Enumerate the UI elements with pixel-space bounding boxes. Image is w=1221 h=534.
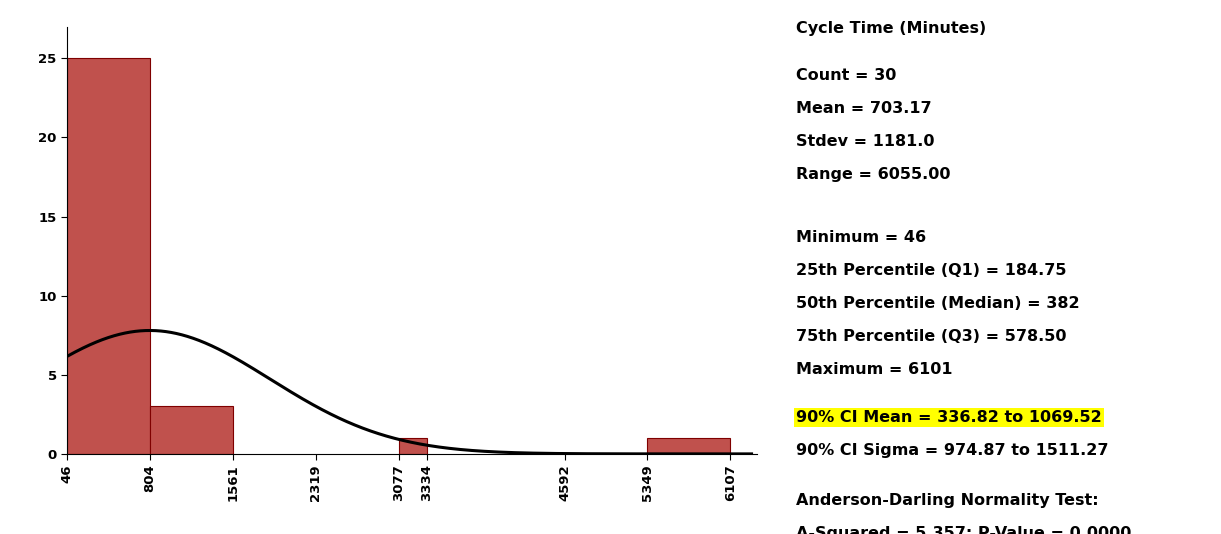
Bar bbox=[647, 438, 730, 454]
Text: Range = 6055.00: Range = 6055.00 bbox=[796, 167, 951, 182]
Text: 25th Percentile (Q1) = 184.75: 25th Percentile (Q1) = 184.75 bbox=[796, 263, 1067, 278]
Text: Mean = 703.17: Mean = 703.17 bbox=[796, 101, 932, 116]
Bar bbox=[67, 58, 150, 454]
Text: Cycle Time (Minutes): Cycle Time (Minutes) bbox=[796, 21, 987, 36]
Bar bbox=[399, 438, 427, 454]
Text: Anderson-Darling Normality Test:: Anderson-Darling Normality Test: bbox=[796, 492, 1099, 507]
Text: 50th Percentile (Median) = 382: 50th Percentile (Median) = 382 bbox=[796, 296, 1079, 311]
Text: Minimum = 46: Minimum = 46 bbox=[796, 230, 927, 245]
Text: 90% CI Sigma = 974.87 to 1511.27: 90% CI Sigma = 974.87 to 1511.27 bbox=[796, 443, 1109, 458]
Bar bbox=[150, 406, 233, 454]
Text: Maximum = 6101: Maximum = 6101 bbox=[796, 362, 952, 377]
Text: Stdev = 1181.0: Stdev = 1181.0 bbox=[796, 134, 935, 149]
Text: A-Squared = 5.357; P-Value = 0.0000: A-Squared = 5.357; P-Value = 0.0000 bbox=[796, 525, 1132, 534]
Text: Count = 30: Count = 30 bbox=[796, 68, 896, 83]
Text: 90% CI Mean = 336.82 to 1069.52: 90% CI Mean = 336.82 to 1069.52 bbox=[796, 410, 1103, 425]
Text: 75th Percentile (Q3) = 578.50: 75th Percentile (Q3) = 578.50 bbox=[796, 329, 1067, 344]
